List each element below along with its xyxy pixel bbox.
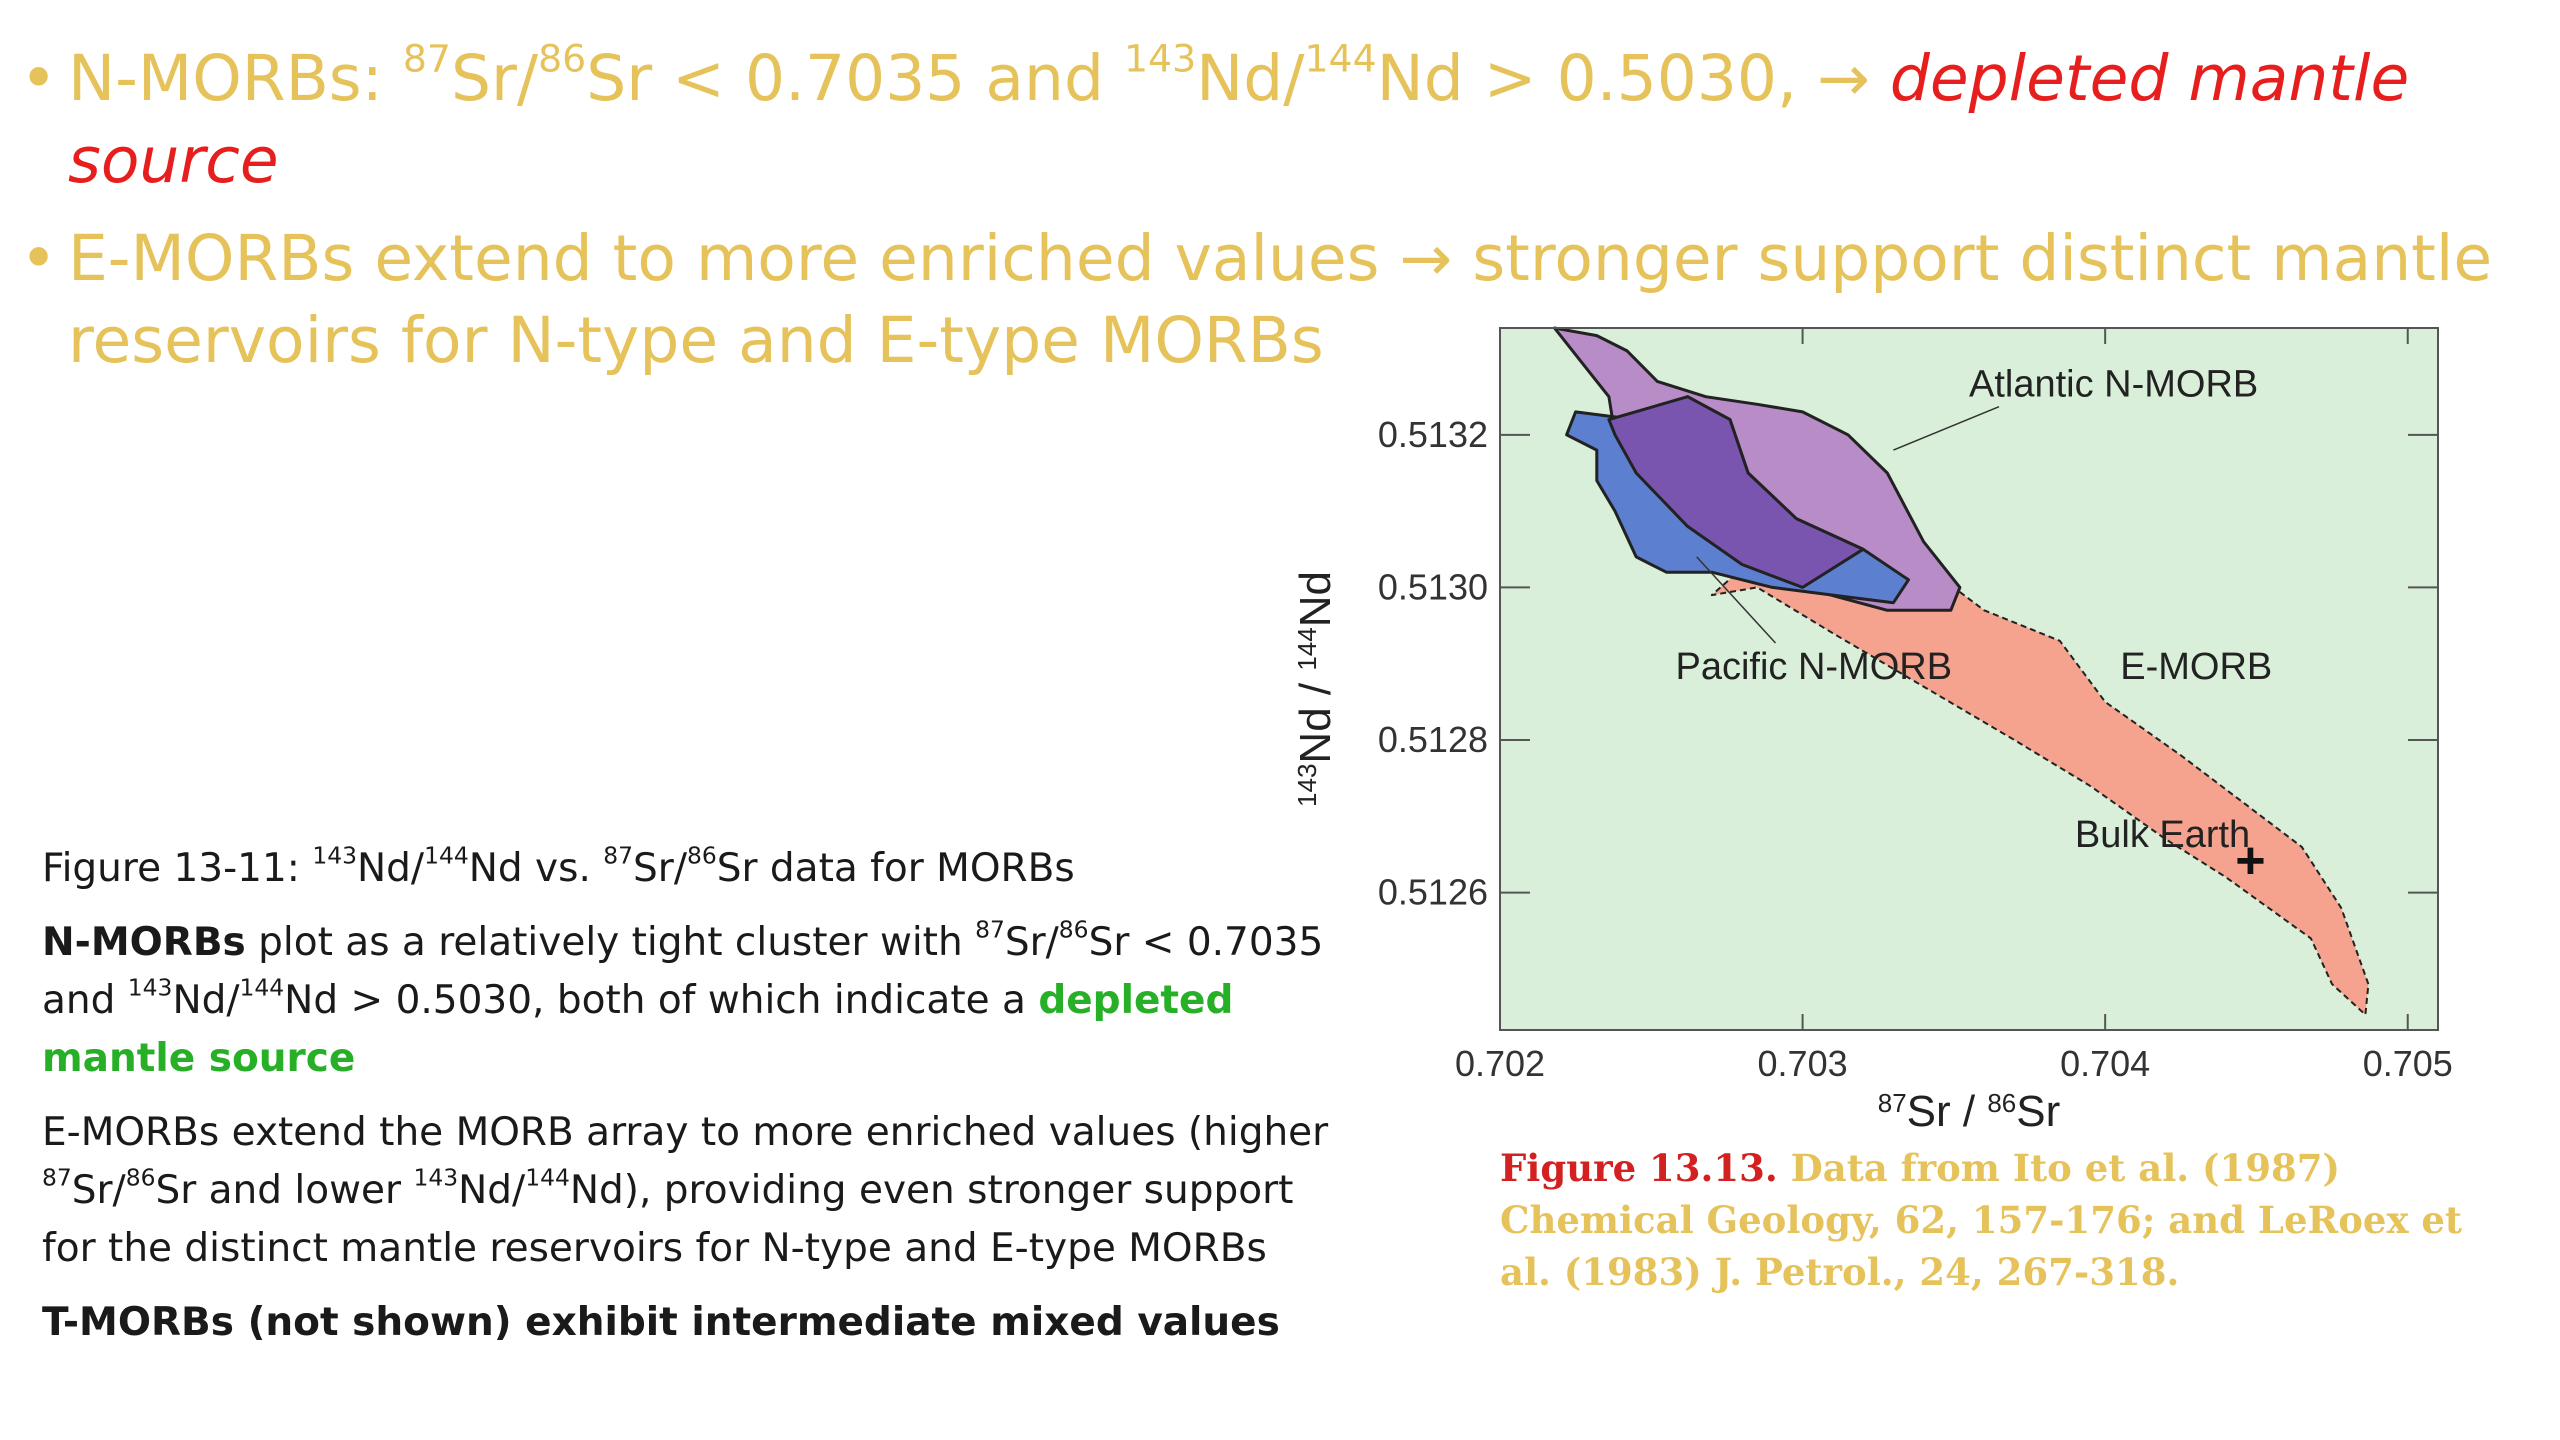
superscript: 86 — [686, 841, 717, 870]
x-tick-label: 0.702 — [1455, 1043, 1545, 1084]
caption-text: plot as a relatively tight cluster with — [245, 920, 976, 965]
superscript: 144 — [424, 841, 469, 870]
bullet-text: Nd/ — [1196, 42, 1305, 115]
bullet-text: Nd > 0.5030, → — [1376, 42, 1890, 115]
annotation-leader — [1696, 556, 1777, 644]
superscript: 143 — [1292, 764, 1322, 807]
bullet-text: E-MORBs extend to more enriched values →… — [68, 222, 2493, 377]
bullet-e-morb: • E-MORBs extend to more enriched values… — [18, 218, 2518, 382]
superscript: 86 — [125, 1163, 156, 1192]
superscript: 86 — [538, 36, 587, 81]
annotation-label: E-MORB — [2120, 646, 2272, 688]
caption-n-morb: N-MORBs plot as a relatively tight clust… — [42, 914, 1342, 1088]
figure-caption: Figure 13-11: 143Nd/144Nd vs. 87Sr/86Sr … — [42, 840, 1342, 1368]
caption-text: Nd/ — [458, 1168, 526, 1213]
chart-svg: 0.702 0.703 0.704 0.705 0.5126 0.5128 0.5130 0.… — [1291, 326, 2453, 1136]
bullet-n-morb: • N-MORBs: 87Sr/86Sr < 0.7035 and 143Nd/… — [18, 38, 2518, 202]
caption-text: Nd > 0.5030, both of which indicate a — [284, 978, 1039, 1023]
caption-highlight: depleted mantle source — [42, 978, 1234, 1081]
caption-text: Sr/ — [1004, 920, 1059, 965]
caption-t-morb: T-MORBs (not shown) exhibit intermediate… — [42, 1294, 1342, 1352]
caption-text: Sr/ — [633, 846, 687, 891]
superscript: 143 — [312, 841, 357, 870]
caption-e-morb: E-MORBs extend the MORB array to more en… — [42, 1104, 1342, 1278]
caption-text: Nd vs. — [468, 846, 604, 891]
y-tick-label: 0.5130 — [1378, 566, 1488, 607]
superscript: 143 — [413, 1163, 459, 1192]
figure-reference: Figure 13.13. — [1500, 1146, 1778, 1190]
caption-text: E-MORBs extend the MORB array to more en… — [42, 1110, 1329, 1155]
y-axis-label: 143Nd / 144Nd — [1291, 571, 1340, 807]
x-tick-label: 0.704 — [2060, 1043, 2150, 1084]
superscript: 144 — [239, 973, 285, 1002]
figure-source-note: Figure 13.13. Data from Ito et al. (1987… — [1500, 1142, 2500, 1298]
superscript: 87 — [402, 36, 451, 81]
superscript: 143 — [1123, 36, 1197, 81]
bulk-earth-marker: + — [2235, 832, 2265, 890]
caption-text: Nd/ — [172, 978, 240, 1023]
annotation-label: Atlantic N-MORB — [1969, 364, 2258, 406]
bullet-text: N-MORBs: — [68, 42, 403, 115]
superscript: 87 — [1878, 1088, 1907, 1118]
figure-source-text: Data from Ito et al. (1987) Chemical Geo… — [1500, 1146, 2463, 1294]
axis-label-text: Nd — [1291, 571, 1340, 627]
superscript: 143 — [127, 973, 173, 1002]
superscript: 144 — [525, 1163, 570, 1192]
field-e-morb — [1710, 502, 2370, 1016]
annotation-label: Pacific N-MORB — [1675, 646, 1952, 688]
caption-text: Sr and lower — [155, 1168, 414, 1213]
superscript: 86 — [1987, 1088, 2016, 1118]
annotation-leader — [1893, 405, 2000, 451]
caption-text: Nd), providing even stronger support for… — [42, 1168, 1294, 1271]
y-tick-label: 0.5126 — [1378, 872, 1488, 913]
y-tick-label: 0.5132 — [1378, 414, 1488, 455]
field-overlap — [1607, 395, 1865, 589]
caption-text: Sr data for MORBs — [716, 846, 1075, 891]
superscript: 144 — [1292, 627, 1322, 670]
caption-text: Figure 13-11: — [42, 846, 313, 891]
superscript: 87 — [603, 841, 634, 870]
axis-label-text: Nd / — [1291, 671, 1340, 764]
caption-title: Figure 13-11: 143Nd/144Nd vs. 87Sr/86Sr … — [42, 840, 1342, 898]
caption-bold: N-MORBs — [42, 920, 246, 965]
axis-label-text: Sr — [2016, 1087, 2060, 1136]
superscript: 144 — [1304, 36, 1377, 81]
bullet-text: Sr/ — [450, 42, 539, 115]
axis-label-text: Sr / — [1907, 1087, 1988, 1136]
caption-text: Sr < 0.7035 and — [42, 920, 1324, 1023]
caption-bold: T-MORBs (not shown) exhibit intermediate… — [42, 1300, 1280, 1345]
x-tick-label: 0.705 — [2363, 1043, 2453, 1084]
caption-text: Sr/ — [71, 1168, 126, 1213]
chart: 0.702 0.703 0.704 0.705 0.5126 0.5128 0.5130 0.… — [1270, 320, 2470, 1140]
plot-frame — [1499, 327, 2439, 1031]
superscript: 87 — [42, 1163, 72, 1192]
annotation-label: Bulk Earth — [2075, 814, 2250, 856]
bullet-dot: • — [20, 222, 58, 295]
emphasis-text: depleted mantle source — [68, 42, 2410, 197]
y-tick-label: 0.5128 — [1378, 719, 1488, 760]
caption-text: Nd/ — [357, 846, 425, 891]
bullet-list: • N-MORBs: 87Sr/86Sr < 0.7035 and 143Nd/… — [18, 38, 2518, 398]
x-tick-label: 0.703 — [1758, 1043, 1848, 1084]
bullet-dot: • — [20, 42, 58, 115]
superscript: 86 — [1058, 915, 1089, 944]
bullet-text: Sr < 0.7035 and — [586, 42, 1124, 115]
x-axis-label: 87Sr / 86Sr — [1878, 1087, 2061, 1136]
superscript: 87 — [975, 915, 1005, 944]
